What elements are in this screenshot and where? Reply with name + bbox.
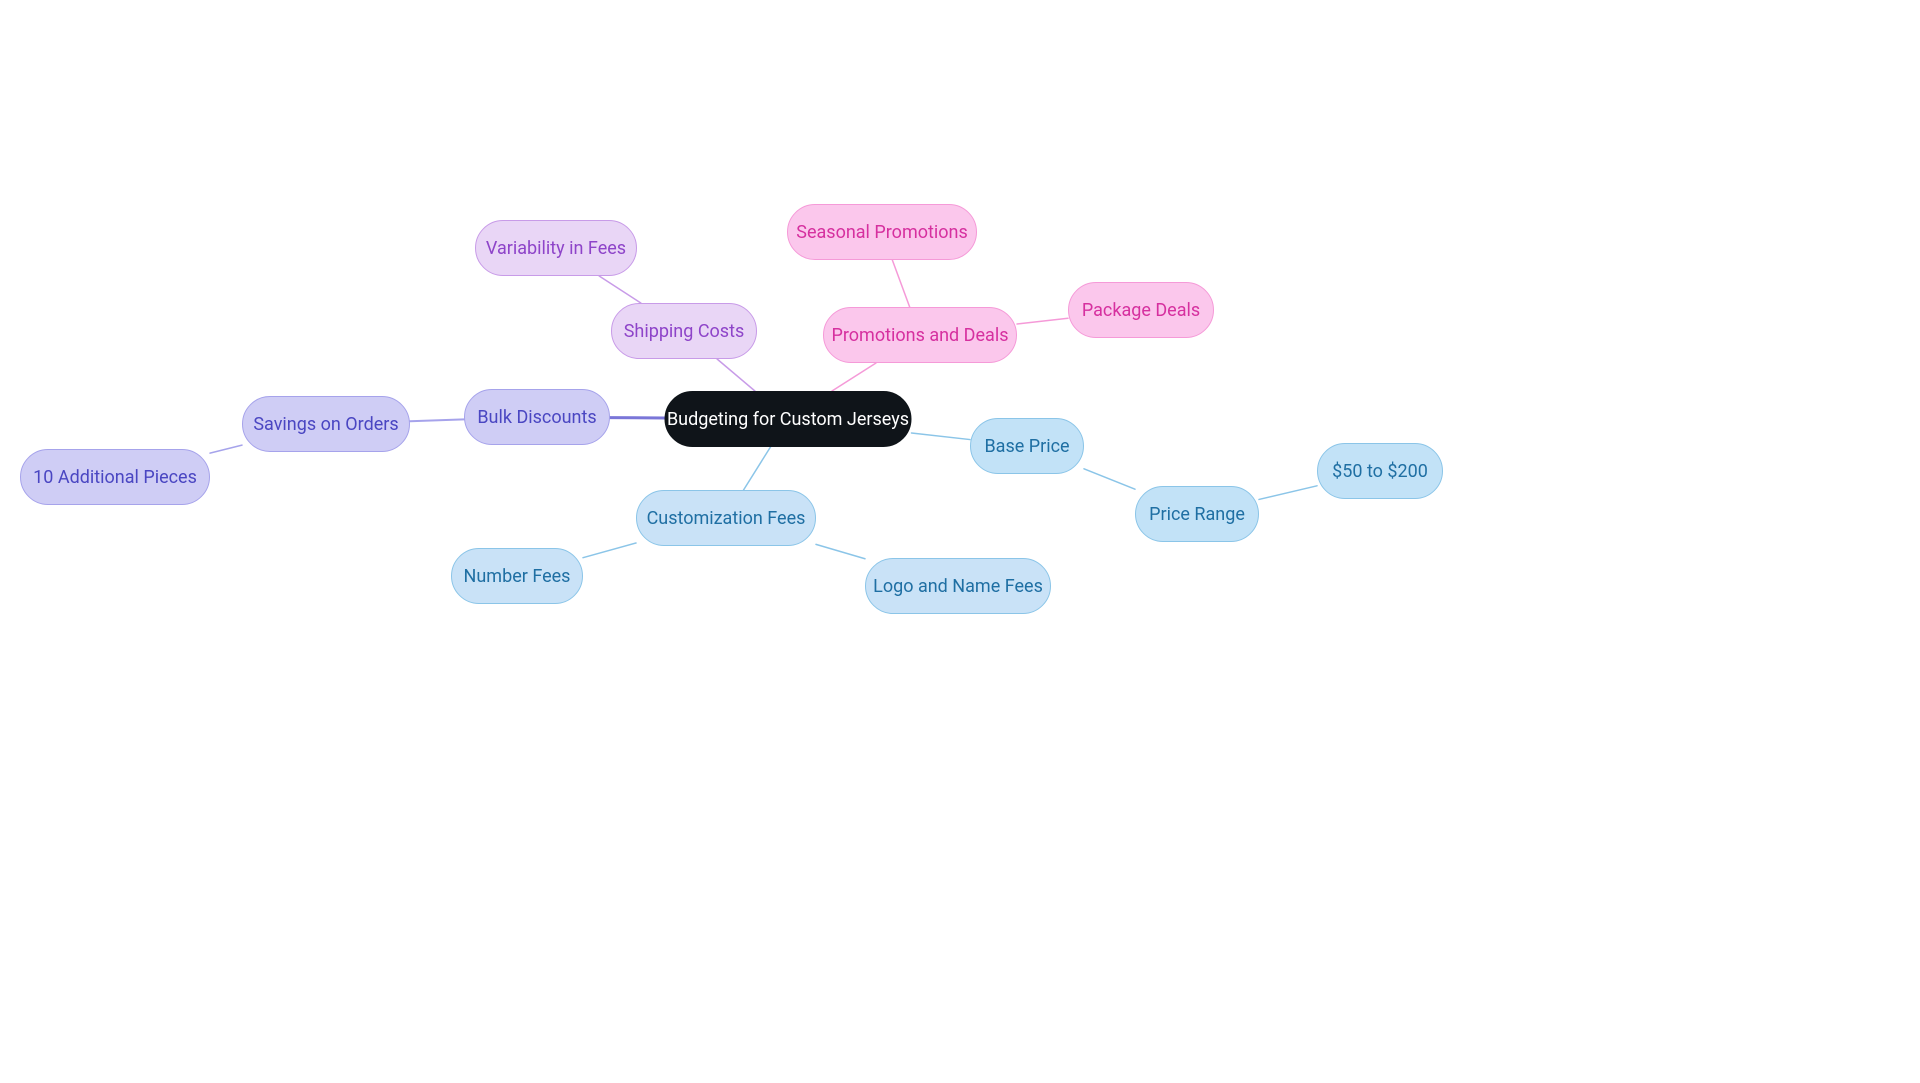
node-base: Base Price: [970, 418, 1084, 474]
node-savings: Savings on Orders: [242, 396, 410, 452]
edge-savings-pieces: [210, 445, 242, 453]
node-label: Bulk Discounts: [477, 407, 596, 428]
edge-root-base: [912, 433, 971, 440]
node-label: Number Fees: [464, 566, 571, 587]
node-bulk: Bulk Discounts: [464, 389, 610, 445]
edge-custom-number: [583, 543, 636, 558]
edge-root-custom: [744, 447, 771, 490]
edge-base-range: [1084, 469, 1135, 489]
node-label: Package Deals: [1082, 300, 1200, 321]
node-label: Shipping Costs: [624, 321, 745, 342]
node-package: Package Deals: [1068, 282, 1214, 338]
node-seasonal: Seasonal Promotions: [787, 204, 977, 260]
node-custom: Customization Fees: [636, 490, 816, 546]
node-logo: Logo and Name Fees: [865, 558, 1051, 614]
node-label: Price Range: [1149, 504, 1245, 525]
edge-root-shipping: [717, 359, 755, 391]
edge-promotions-seasonal: [892, 260, 909, 307]
node-range: Price Range: [1135, 486, 1259, 542]
node-label: Customization Fees: [647, 508, 806, 529]
node-label: Base Price: [984, 436, 1069, 457]
node-label: $50 to $200: [1332, 461, 1428, 482]
node-label: 10 Additional Pieces: [33, 467, 197, 488]
node-label: Seasonal Promotions: [796, 222, 968, 243]
node-label: Logo and Name Fees: [873, 576, 1043, 597]
node-label: Budgeting for Custom Jerseys: [667, 409, 909, 430]
edge-root-promotions: [832, 363, 876, 391]
mindmap-canvas: Budgeting for Custom Jerseys Shipping Cos…: [0, 0, 1920, 1083]
edge-custom-logo: [816, 544, 865, 558]
node-root: Budgeting for Custom Jerseys: [665, 391, 912, 447]
node-label: Variability in Fees: [486, 238, 626, 259]
edges-layer: [0, 0, 1920, 1083]
node-label: Savings on Orders: [253, 414, 398, 435]
node-pieces: 10 Additional Pieces: [20, 449, 210, 505]
node-shipping: Shipping Costs: [611, 303, 757, 359]
node-variability: Variability in Fees: [475, 220, 637, 276]
node-label: Promotions and Deals: [832, 325, 1009, 346]
node-amount: $50 to $200: [1317, 443, 1443, 499]
edge-shipping-variability: [599, 276, 641, 303]
edge-range-amount: [1259, 486, 1317, 500]
node-number: Number Fees: [451, 548, 583, 604]
edge-bulk-savings: [410, 419, 464, 421]
node-promotions: Promotions and Deals: [823, 307, 1017, 363]
edge-promotions-package: [1017, 318, 1068, 324]
